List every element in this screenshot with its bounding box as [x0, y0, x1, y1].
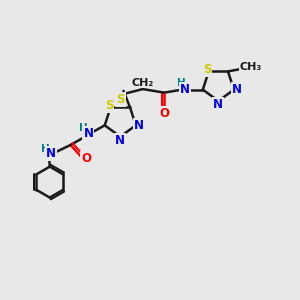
Text: N: N	[232, 83, 242, 96]
Text: O: O	[81, 152, 91, 165]
Text: N: N	[134, 119, 144, 132]
Text: N: N	[46, 147, 56, 160]
Text: H: H	[41, 143, 50, 154]
Text: N: N	[115, 134, 125, 147]
Text: S: S	[105, 99, 113, 112]
Text: CH₂: CH₂	[132, 77, 154, 88]
Text: O: O	[159, 107, 169, 120]
Text: N: N	[213, 98, 224, 111]
Text: N: N	[180, 83, 190, 96]
Text: H: H	[177, 78, 185, 88]
Text: N: N	[83, 127, 93, 140]
Text: H: H	[79, 123, 88, 133]
Text: S: S	[116, 93, 125, 106]
Text: S: S	[203, 63, 212, 76]
Text: CH₃: CH₃	[240, 62, 262, 72]
